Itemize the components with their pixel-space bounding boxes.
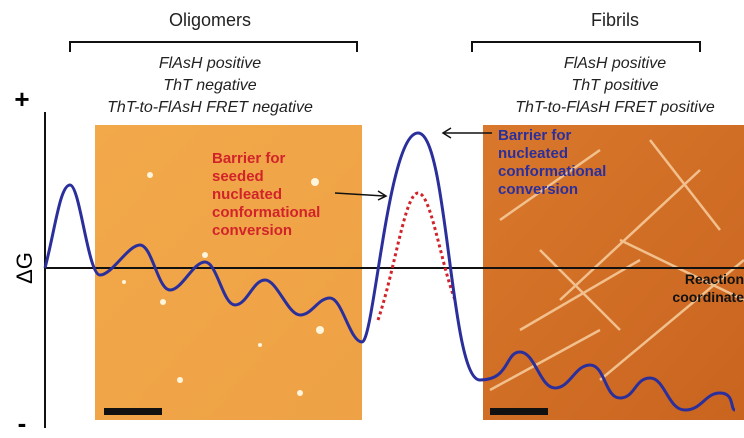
property: FlAsH positive <box>159 55 261 72</box>
bracket <box>472 42 700 52</box>
annotation: conversion <box>498 181 578 198</box>
annotation: conformational <box>498 163 606 180</box>
x-label: coordinate <box>672 289 744 305</box>
group-title: Oligomers <box>169 10 251 30</box>
x-label: Reaction <box>685 271 744 287</box>
property: ThT-to-FlAsH FRET positive <box>515 99 715 116</box>
annotation: conformational <box>212 204 320 221</box>
property: ThT-to-FlAsH FRET negative <box>107 99 313 116</box>
annotation: nucleated <box>498 145 568 162</box>
group-title: Fibrils <box>591 10 639 30</box>
minus: - <box>18 408 27 433</box>
annotation: Barrier for <box>212 150 286 167</box>
scale-bar <box>490 408 548 415</box>
annotation: Barrier for <box>498 127 572 144</box>
scale-bar <box>104 408 162 415</box>
property: ThT positive <box>571 77 658 94</box>
y-label: ΔG <box>12 252 37 284</box>
figure: Oligomers Fibrils FlAsH positive ThT neg… <box>0 0 744 433</box>
bracket <box>70 42 357 52</box>
property: ThT negative <box>163 77 256 94</box>
annotation: conversion <box>212 222 292 239</box>
property: FlAsH positive <box>564 55 666 72</box>
plus: + <box>14 84 29 114</box>
annotation: seeded <box>212 168 264 185</box>
annotation: nucleated <box>212 186 282 203</box>
